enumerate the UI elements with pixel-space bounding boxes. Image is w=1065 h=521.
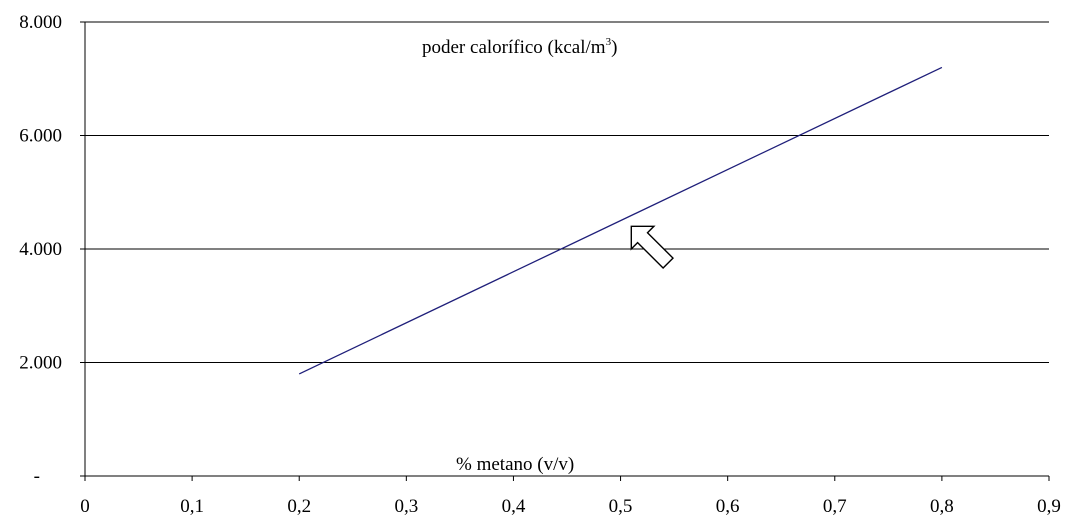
y-tick-label: 8.000 xyxy=(19,12,62,33)
x-tick-label: 0,1 xyxy=(180,496,204,516)
x-tick-label: 0,4 xyxy=(502,496,526,516)
chart-title-text: poder calorífico (kcal/m xyxy=(422,37,606,58)
chart-title-superscript: 3 xyxy=(606,36,612,48)
tick-labels: - 2.000 4.000 6.000 8.000 0 0,1 0,2 0,3 0,4 0,5 0,6… xyxy=(19,12,1061,517)
x-tick-label: 0,6 xyxy=(716,496,740,516)
x-tick-label: 0,9 xyxy=(1037,496,1061,516)
series-line xyxy=(298,66,943,375)
x-tick-label: 0,2 xyxy=(287,496,311,516)
annotations xyxy=(630,225,674,269)
x-tick-label: 0 xyxy=(80,496,90,516)
chart-title-close: ) xyxy=(611,37,617,58)
chart-title: poder calorífico (kcal/m3) xyxy=(422,36,617,58)
x-tick-label: 0,7 xyxy=(823,496,847,516)
x-tick-label: 0,8 xyxy=(930,496,954,516)
series xyxy=(298,66,943,375)
gridlines xyxy=(85,21,1049,363)
y-tick-label: 4.000 xyxy=(19,239,62,260)
y-tick-label: 6.000 xyxy=(19,126,62,147)
x-tick-label: 0,5 xyxy=(609,496,633,516)
x-tick-label: 0,3 xyxy=(394,496,418,516)
y-tick-label: - xyxy=(34,466,40,487)
x-axis-label: % metano (v/v) xyxy=(456,454,574,475)
y-tick-label: 2.000 xyxy=(19,353,62,374)
annotation-arrow xyxy=(630,225,674,269)
